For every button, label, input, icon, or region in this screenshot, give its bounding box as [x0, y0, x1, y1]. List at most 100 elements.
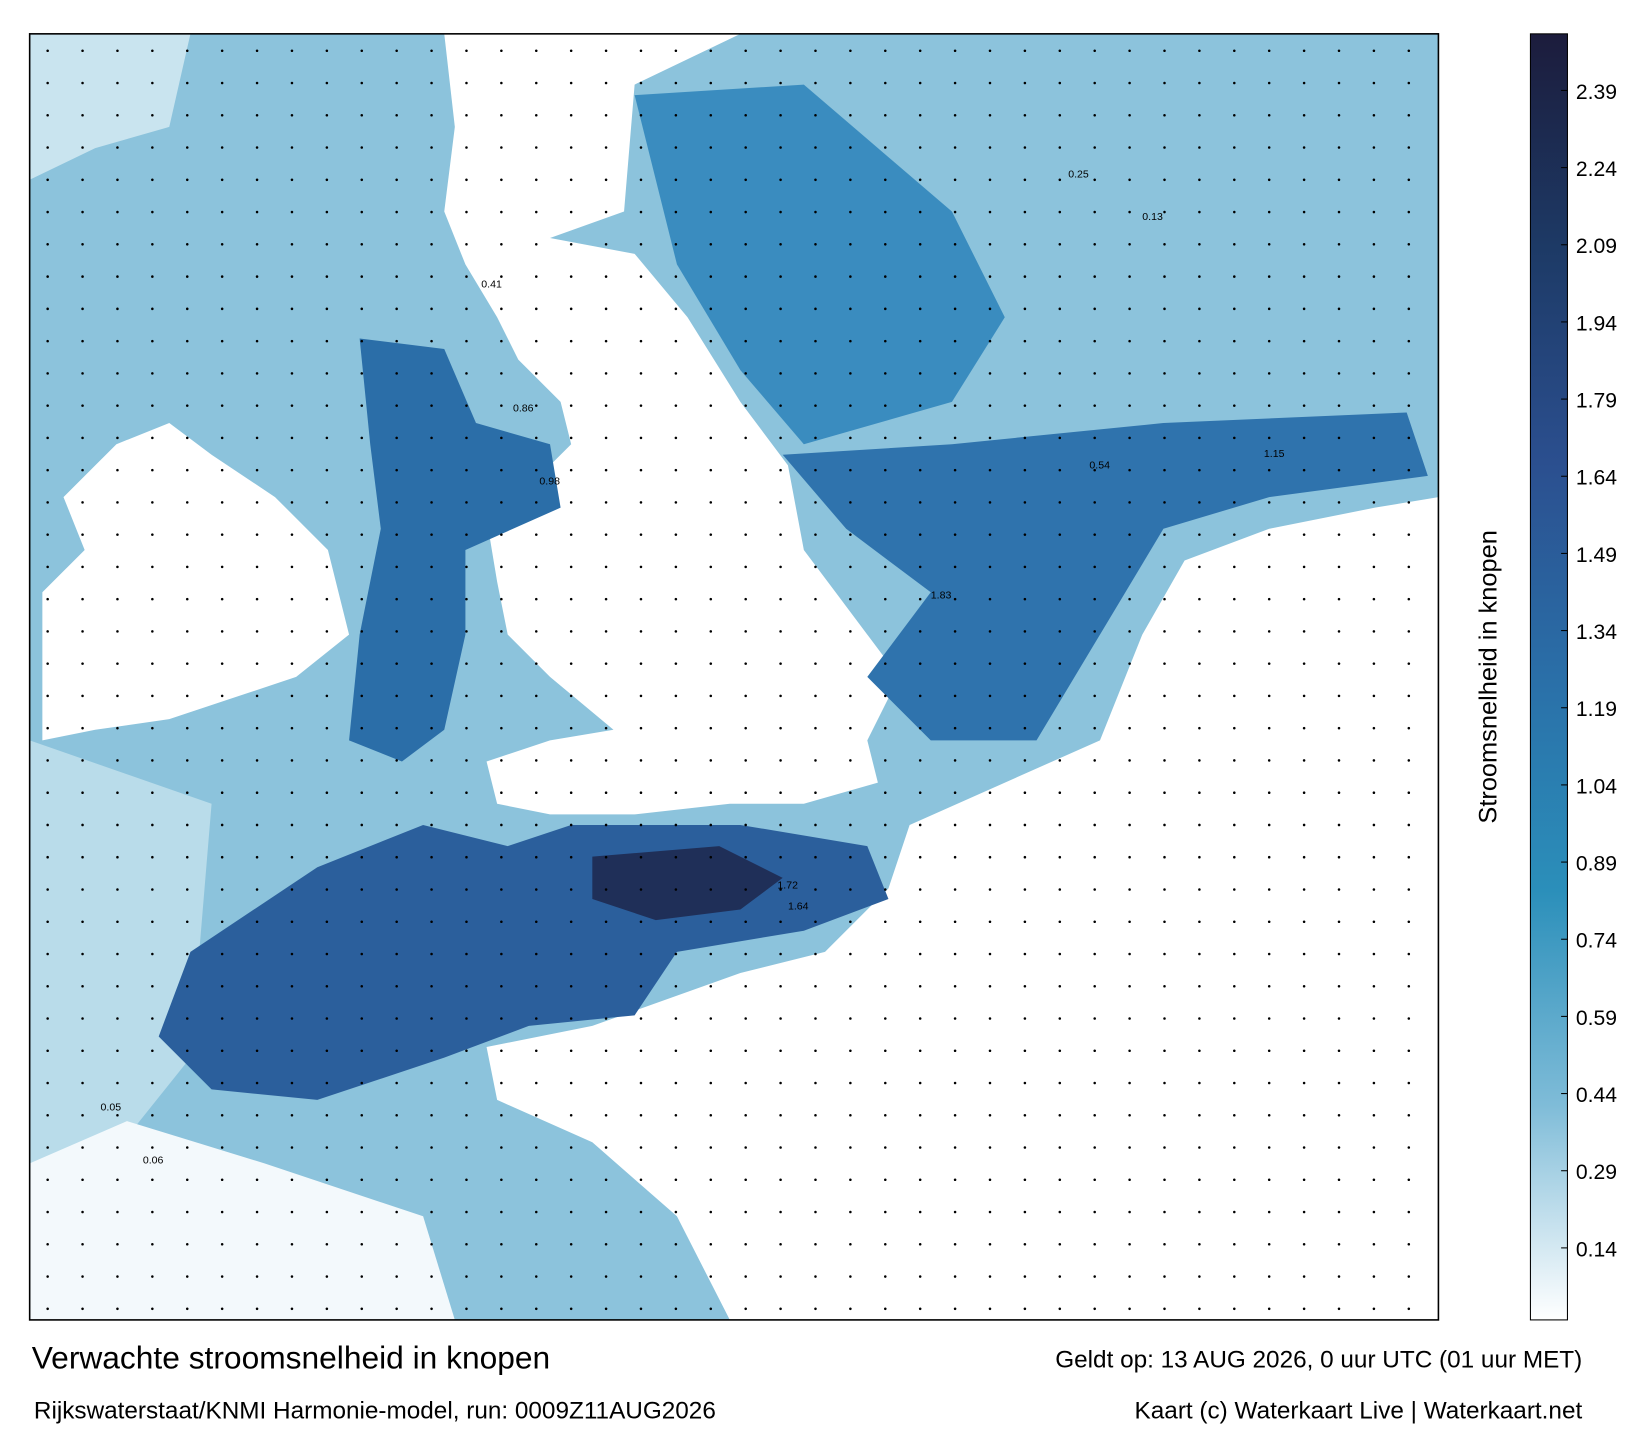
- grid-dot: [779, 791, 782, 794]
- grid-dot: [1093, 1307, 1096, 1311]
- grid-dot: [1058, 920, 1062, 923]
- grid-dot: [1058, 662, 1062, 665]
- grid-dot: [46, 1049, 49, 1053]
- grid-dot: [46, 1275, 49, 1278]
- grid-dot: [360, 533, 364, 536]
- grid-dot: [325, 404, 329, 407]
- grid-dot: [46, 339, 49, 343]
- grid-dot: [1407, 597, 1411, 601]
- grid-dot: [1372, 565, 1376, 569]
- grid-dot: [569, 791, 573, 794]
- grid-dot: [918, 146, 922, 149]
- colorbar-tick-label: 1.34: [1576, 621, 1617, 644]
- grid-dot: [953, 823, 957, 827]
- grid-dot: [1128, 146, 1131, 149]
- grid-dot: [674, 1049, 678, 1053]
- grid-dot: [744, 1307, 747, 1311]
- grid-dot: [849, 307, 852, 311]
- grid-dot: [1233, 597, 1236, 601]
- grid-dot: [430, 178, 433, 182]
- grid-dot: [1163, 146, 1166, 149]
- grid-dot: [1233, 210, 1236, 214]
- grid-dot: [988, 597, 992, 601]
- grid-dot: [116, 1113, 119, 1117]
- grid-dot: [430, 565, 433, 569]
- grid-dot: [185, 791, 189, 794]
- grid-dot: [116, 339, 119, 343]
- grid-dot: [430, 307, 433, 311]
- grid-dot: [81, 210, 84, 214]
- grid-dot: [1302, 1017, 1306, 1020]
- grid-dot: [151, 339, 154, 343]
- grid-dot: [918, 404, 922, 407]
- grid-dot: [1407, 694, 1411, 698]
- grid-dot: [500, 210, 503, 214]
- grid-dot: [255, 81, 259, 85]
- grid-dot: [151, 1243, 154, 1246]
- grid-dot: [395, 1081, 398, 1085]
- grid-dot: [953, 1081, 957, 1085]
- grid-dot: [151, 662, 154, 665]
- grid-dot: [290, 662, 294, 665]
- colorbar-tick-label: 1.94: [1576, 312, 1617, 335]
- grid-dot: [535, 823, 538, 827]
- grid-dot: [500, 1307, 503, 1311]
- grid-dot: [360, 1081, 364, 1085]
- grid-dot: [884, 372, 887, 375]
- grid-dot: [918, 1307, 922, 1311]
- grid-dot: [814, 243, 817, 246]
- grid-dot: [500, 694, 503, 698]
- grid-dot: [255, 146, 259, 149]
- grid-dot: [1023, 307, 1027, 311]
- grid-dot: [988, 372, 992, 375]
- grid-dot: [465, 1081, 468, 1085]
- grid-dot: [185, 855, 189, 859]
- grid-dot: [1407, 855, 1411, 859]
- grid-dot: [185, 726, 189, 730]
- grid-dot: [360, 81, 364, 85]
- grid-dot: [1128, 662, 1131, 665]
- grid-dot: [569, 339, 573, 343]
- grid-dot: [1302, 662, 1306, 665]
- grid-dot: [255, 1146, 259, 1149]
- grid-dot: [569, 404, 573, 407]
- grid-dot: [1233, 468, 1236, 472]
- grid-dot: [709, 1146, 713, 1149]
- grid-dot: [1058, 565, 1062, 569]
- grid-dot: [569, 726, 573, 730]
- grid-dot: [1407, 49, 1411, 53]
- grid-dot: [1337, 339, 1341, 343]
- grid-dot: [535, 694, 538, 698]
- grid-dot: [116, 694, 119, 698]
- grid-dot: [988, 1307, 992, 1311]
- grid-dot: [1372, 726, 1376, 730]
- grid-dot: [81, 597, 84, 601]
- grid-dot: [465, 146, 468, 149]
- grid-dot: [1163, 1210, 1166, 1214]
- grid-dot: [604, 372, 608, 375]
- grid-dot: [1023, 726, 1027, 730]
- grid-dot: [744, 210, 747, 214]
- grid-dot: [1337, 597, 1341, 601]
- grid-dot: [674, 791, 678, 794]
- grid-dot: [1233, 1178, 1236, 1182]
- grid-dot: [569, 275, 573, 278]
- grid-dot: [1058, 1307, 1062, 1311]
- grid-dot: [290, 855, 294, 859]
- grid-dot: [116, 662, 119, 665]
- grid-dot: [255, 1243, 259, 1246]
- grid-dot: [1023, 1049, 1027, 1053]
- grid-dot: [779, 404, 782, 407]
- grid-dot: [81, 436, 84, 440]
- grid-dot: [988, 436, 992, 440]
- grid-dot: [81, 855, 84, 859]
- grid-dot: [1267, 436, 1271, 440]
- grid-dot: [255, 1081, 259, 1085]
- grid-dot: [1337, 1081, 1341, 1085]
- grid-dot: [1023, 791, 1027, 794]
- grid-dot: [1023, 339, 1027, 343]
- grid-dot: [639, 1113, 643, 1117]
- grid-dot: [1267, 275, 1271, 278]
- grid-dot: [1233, 952, 1236, 956]
- grid-dot: [325, 243, 329, 246]
